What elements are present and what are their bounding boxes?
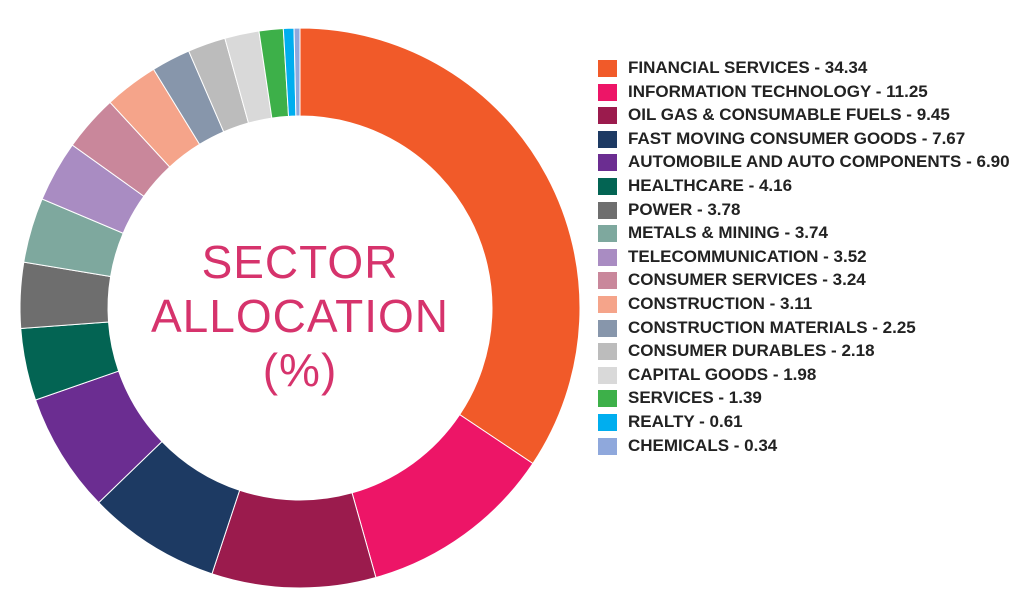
legend-label: SERVICES - 1.39 bbox=[628, 388, 762, 408]
legend-swatch bbox=[598, 366, 617, 384]
center-title-line: SECTOR bbox=[201, 236, 399, 288]
legend-label: METALS & MINING - 3.74 bbox=[628, 223, 828, 243]
legend-item: CHEMICALS - 0.34 bbox=[598, 434, 1018, 458]
legend-swatch bbox=[598, 225, 617, 243]
legend-item: OIL GAS & CONSUMABLE FUELS - 9.45 bbox=[598, 103, 1018, 127]
legend-label: FAST MOVING CONSUMER GOODS - 7.67 bbox=[628, 128, 966, 148]
legend-label: HEALTHCARE - 4.16 bbox=[628, 175, 793, 195]
legend-label: CONSTRUCTION - 3.11 bbox=[628, 293, 813, 313]
legend-label: CONSUMER DURABLES - 2.18 bbox=[628, 341, 875, 361]
legend-item: CONSUMER DURABLES - 2.18 bbox=[598, 339, 1018, 363]
legend-label: CONSTRUCTION MATERIALS - 2.25 bbox=[628, 317, 916, 337]
legend-item: INFORMATION TECHNOLOGY - 11.25 bbox=[598, 80, 1018, 104]
legend-swatch bbox=[598, 177, 617, 195]
legend-label: POWER - 3.78 bbox=[628, 199, 741, 219]
chart-legend: FINANCIAL SERVICES - 34.34 INFORMATION TE… bbox=[598, 56, 1018, 457]
legend-swatch bbox=[598, 83, 617, 101]
legend-label: AUTOMOBILE AND AUTO COMPONENTS - 6.90 bbox=[628, 152, 1010, 172]
chart-center-title: SECTOR ALLOCATION (%) bbox=[150, 235, 450, 397]
center-title-line: ALLOCATION bbox=[151, 290, 449, 342]
donut-chart bbox=[19, 27, 581, 589]
legend-item: FINANCIAL SERVICES - 34.34 bbox=[598, 56, 1018, 80]
legend-label: OIL GAS & CONSUMABLE FUELS - 9.45 bbox=[628, 105, 950, 125]
legend-swatch bbox=[598, 60, 617, 77]
legend-swatch bbox=[598, 272, 617, 290]
legend-label: INFORMATION TECHNOLOGY - 11.25 bbox=[628, 81, 928, 101]
legend-item: HEALTHCARE - 4.16 bbox=[598, 174, 1018, 198]
legend-swatch bbox=[598, 248, 617, 266]
legend-item: REALTY - 0.61 bbox=[598, 410, 1018, 434]
donut-slice bbox=[299, 27, 581, 465]
donut-slice bbox=[211, 489, 377, 589]
legend-item: CONSTRUCTION MATERIALS - 2.25 bbox=[598, 316, 1018, 340]
legend-swatch bbox=[598, 130, 617, 148]
legend-item: FAST MOVING CONSUMER GOODS - 7.67 bbox=[598, 127, 1018, 151]
legend-item: POWER - 3.78 bbox=[598, 198, 1018, 222]
legend-swatch bbox=[598, 319, 617, 337]
legend-item: SERVICES - 1.39 bbox=[598, 386, 1018, 410]
legend-swatch bbox=[598, 413, 617, 431]
legend-label: FINANCIAL SERVICES - 34.34 bbox=[628, 58, 868, 77]
legend-swatch bbox=[598, 343, 617, 361]
legend-swatch bbox=[598, 295, 617, 313]
legend-swatch bbox=[598, 437, 617, 455]
legend-swatch bbox=[598, 201, 617, 219]
legend-label: CHEMICALS - 0.34 bbox=[628, 435, 778, 455]
legend-swatch bbox=[598, 390, 617, 408]
legend-item: CONSUMER SERVICES - 3.24 bbox=[598, 268, 1018, 292]
legend-label: CAPITAL GOODS - 1.98 bbox=[628, 364, 817, 384]
legend-swatch bbox=[598, 154, 617, 172]
legend-label: CONSUMER SERVICES - 3.24 bbox=[628, 270, 866, 290]
legend-item: METALS & MINING - 3.74 bbox=[598, 221, 1018, 245]
legend-item: CONSTRUCTION - 3.11 bbox=[598, 292, 1018, 316]
legend-swatch bbox=[598, 107, 617, 125]
donut-slice bbox=[293, 27, 301, 117]
legend-label: REALTY - 0.61 bbox=[628, 411, 743, 431]
legend-item: CAPITAL GOODS - 1.98 bbox=[598, 363, 1018, 387]
legend-item: AUTOMOBILE AND AUTO COMPONENTS - 6.90 bbox=[598, 150, 1018, 174]
legend-label: TELECOMMUNICATION - 3.52 bbox=[628, 246, 867, 266]
legend-item: TELECOMMUNICATION - 3.52 bbox=[598, 245, 1018, 269]
center-title-line: (%) bbox=[262, 344, 338, 396]
